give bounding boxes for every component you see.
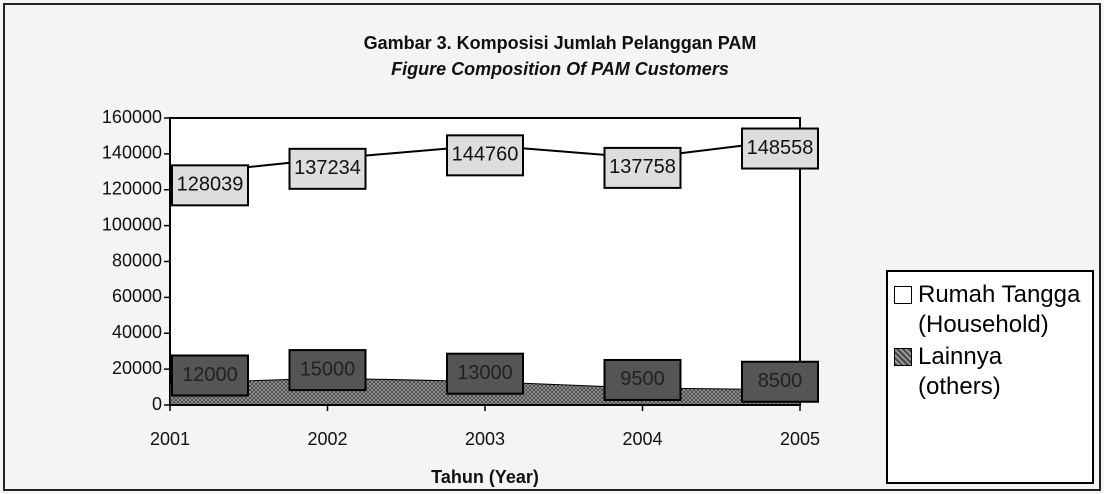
x-tick-label: 2005 [780,429,820,449]
x-axis-label: Tahun (Year) [431,467,539,487]
x-tick-label: 2004 [622,429,662,449]
legend-label: Rumah Tangga (Household) [918,281,1081,338]
data-label-box [446,134,524,177]
chart-subtitle: Figure Composition Of PAM Customers [391,59,729,79]
x-tick-label: 2002 [307,429,347,449]
x-tick-label: 2001 [150,429,190,449]
legend-swatch [894,286,912,304]
data-label-box [288,349,367,392]
x-tick-label: 2003 [465,429,505,449]
legend: Rumah Tangga (Household) Lainnya (others) [886,270,1094,484]
y-tick-label: 40000 [112,322,162,342]
data-label: 128039 [177,174,244,196]
y-tick-label: 0 [152,394,162,414]
legend-item: Lainnya (others) [894,342,1086,402]
data-label: 15000 [300,358,356,380]
data-label: 144760 [452,144,519,166]
data-label: 8500 [758,370,803,392]
legend-label: Lainnya (others) [918,343,1003,400]
data-label: 137234 [294,157,361,179]
chart-title: Gambar 3. Komposisi Jumlah Pelanggan PAM [364,33,757,53]
y-tick-label: 60000 [112,286,162,306]
legend-swatch [894,348,912,366]
y-tick-label: 160000 [102,107,162,127]
y-tick-label: 100000 [102,214,162,234]
y-tick-label: 20000 [112,358,162,378]
legend-item: Rumah Tangga (Household) [894,280,1086,340]
data-label: 13000 [457,362,513,384]
data-label-box [171,354,249,397]
data-label: 148558 [747,137,814,159]
data-label: 12000 [182,364,238,386]
data-label-box [288,147,367,190]
data-label-box [741,360,819,403]
data-label-box [603,146,682,189]
data-label-box [171,164,249,207]
data-label-box [741,127,819,170]
data-label: 137758 [609,156,676,178]
y-tick-label: 80000 [112,250,162,270]
y-tick-label: 140000 [102,143,162,163]
data-label-box [603,358,682,401]
data-label: 9500 [620,368,665,390]
data-label-box [446,352,524,395]
y-tick-label: 120000 [102,179,162,199]
